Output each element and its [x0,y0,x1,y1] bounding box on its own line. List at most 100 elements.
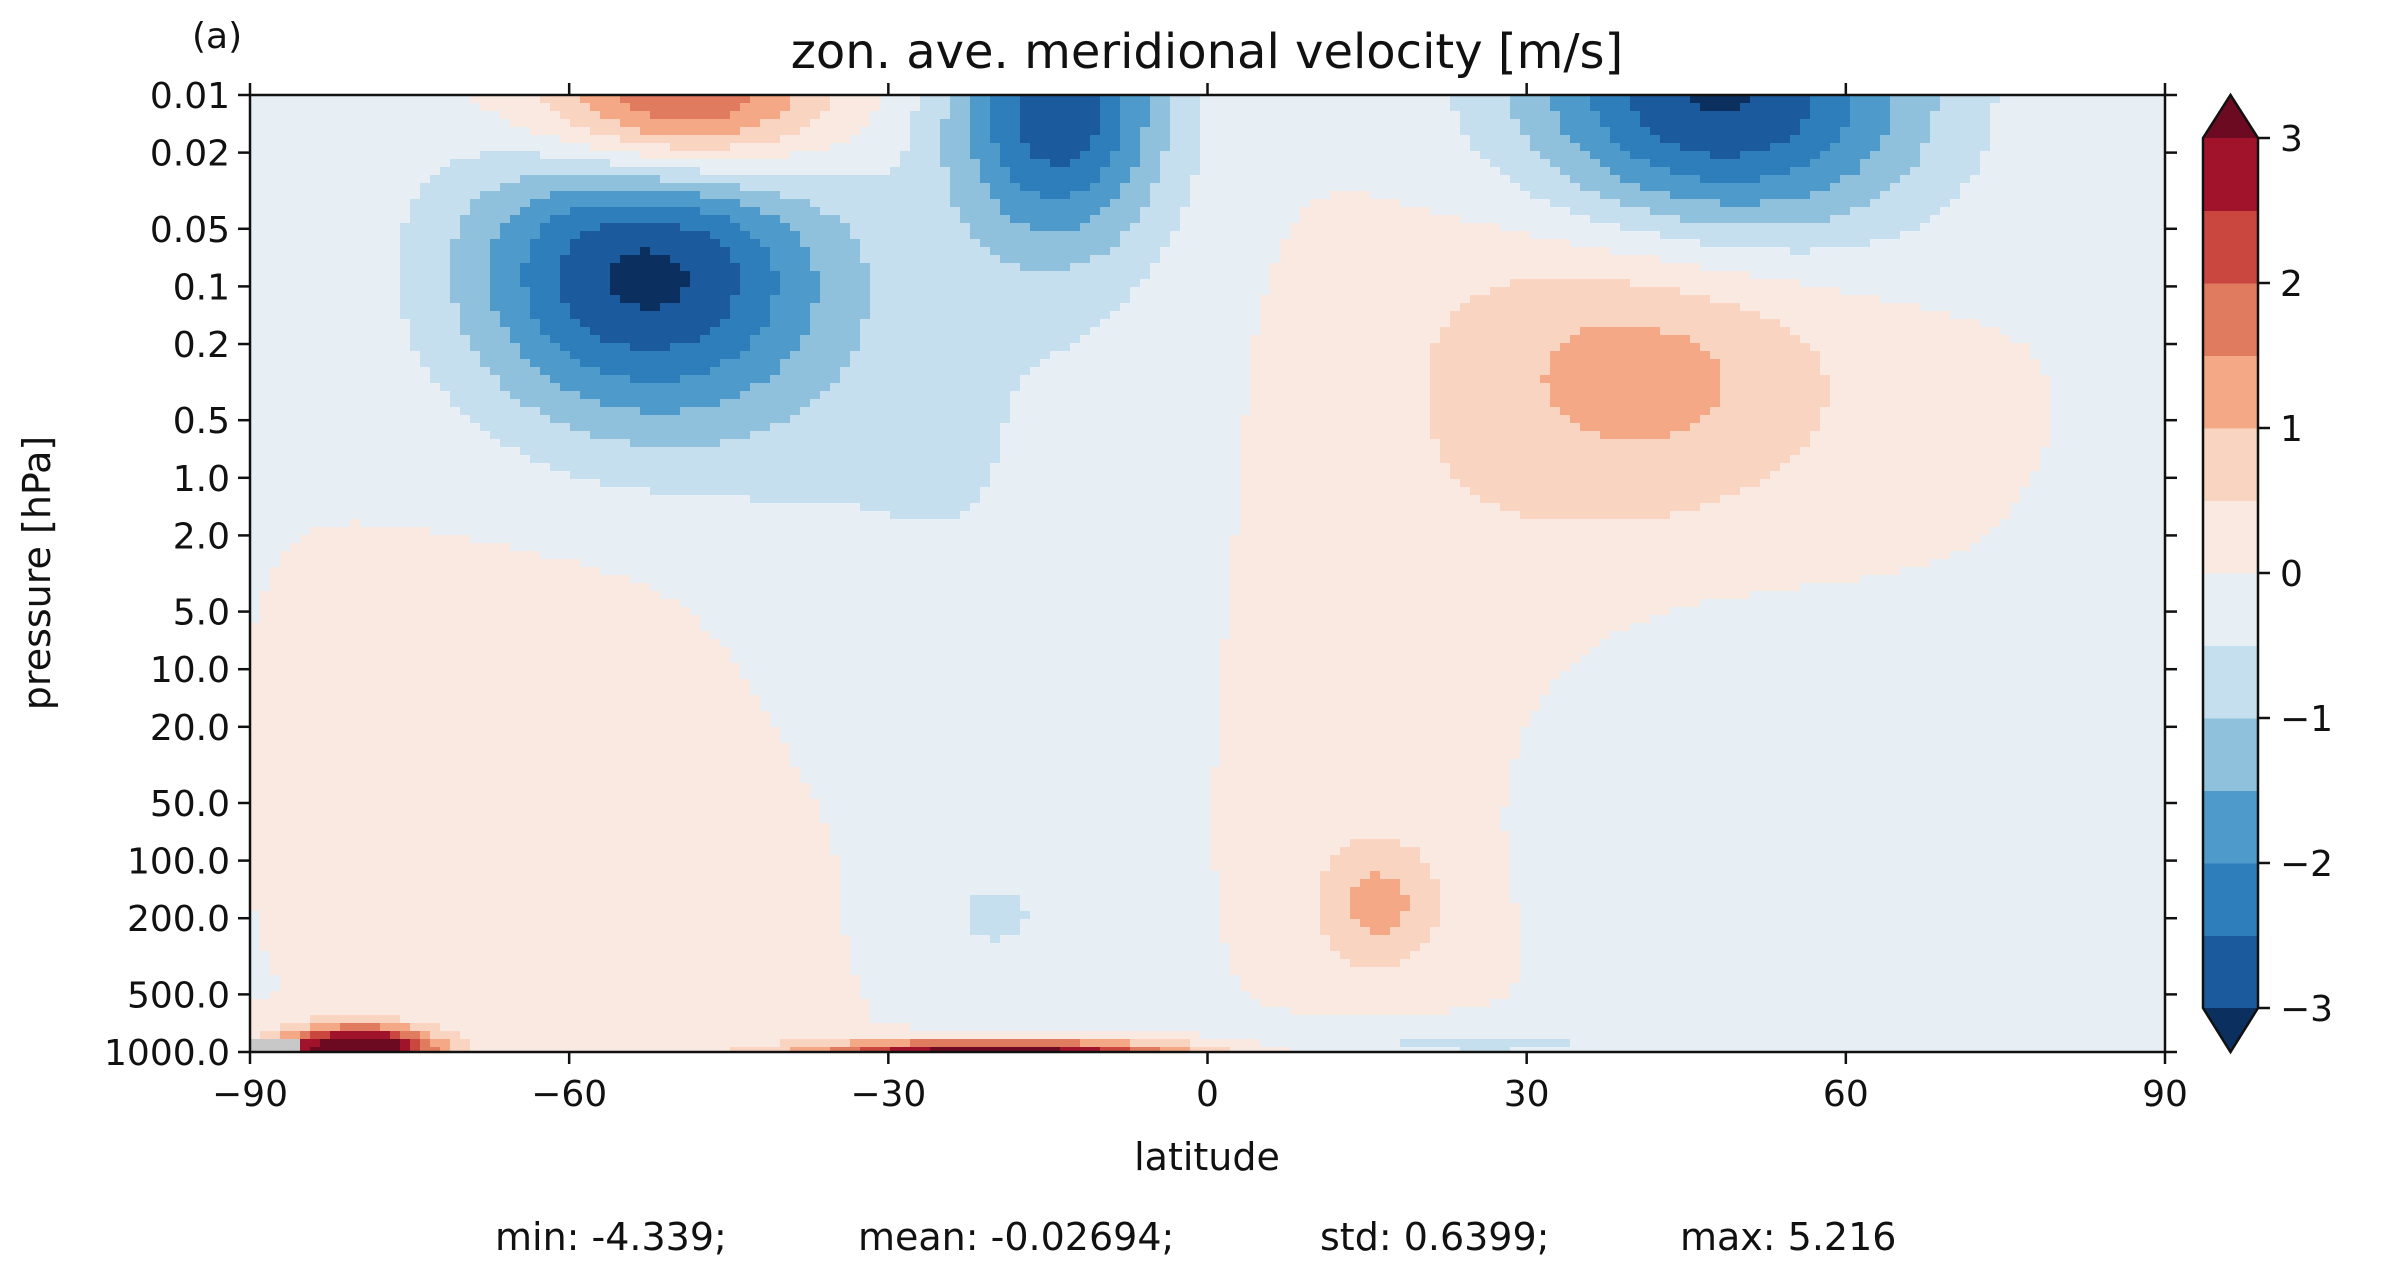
heatmap-cell [1580,263,1591,272]
heatmap-cell [810,247,821,256]
heatmap-cell [1680,151,1691,160]
heatmap-cell [540,95,551,104]
heatmap-cell [1050,255,1061,264]
heatmap-cell [1570,143,1581,152]
heatmap-cell [840,223,851,232]
heatmap-cell [1470,263,1481,272]
heatmap-cell [1330,159,1341,168]
heatmap-cell [1210,263,1221,272]
heatmap-cell [2040,191,2051,200]
heatmap-cell [820,231,831,240]
heatmap-cell [1570,191,1581,200]
heatmap-cell [370,271,381,280]
heatmap-cell [1310,183,1321,192]
heatmap-cell [2140,199,2151,208]
heatmap-cell [2120,167,2131,176]
heatmap-cell [270,231,281,240]
heatmap-cell [1890,223,1901,232]
heatmap-cell [660,151,671,160]
heatmap-cell [1180,263,1191,272]
heatmap-cell [1300,263,1311,272]
heatmap-cell [340,191,351,200]
heatmap-cell [2100,95,2111,104]
heatmap-cell [1450,167,1461,176]
heatmap-cell [900,255,911,264]
heatmap-cell [1950,167,1961,176]
heatmap-cell [1290,255,1301,264]
heatmap-cell [1310,279,1321,288]
heatmap-cell [1920,223,1931,232]
heatmap-cell [1740,231,1751,240]
heatmap-cell [680,127,691,136]
heatmap-cell [440,231,451,240]
heatmap-cell [1460,239,1471,248]
heatmap-cell [1730,247,1741,256]
heatmap-cell [1930,295,1941,304]
heatmap-cell [1290,207,1301,216]
heatmap-cell [2070,263,2081,272]
heatmap-cell [630,263,641,272]
heatmap-cell [650,135,661,144]
heatmap-cell [1090,183,1101,192]
heatmap-cell [870,135,881,144]
heatmap-cell [1610,167,1621,176]
heatmap-cell [960,167,971,176]
heatmap-cell [940,119,951,128]
heatmap-cell [750,191,761,200]
heatmap-cell [1310,247,1321,256]
heatmap-cell [1080,175,1091,184]
heatmap-cell [380,263,391,272]
heatmap-cell [880,223,891,232]
heatmap-cell [1310,111,1321,120]
heatmap-cell [2080,175,2091,184]
heatmap-cell [1980,231,1991,240]
heatmap-cell [460,295,471,304]
heatmap-cell [1960,279,1971,288]
heatmap-cell [1800,207,1811,216]
heatmap-cell [980,239,991,248]
heatmap-cell [1260,95,1271,104]
heatmap-cell [1120,231,1131,240]
heatmap-cell [1950,263,1961,272]
heatmap-cell [1530,127,1541,136]
heatmap-cell [250,295,261,304]
heatmap-cell [810,215,821,224]
heatmap-cell [2060,287,2071,296]
heatmap-cell [1160,279,1171,288]
heatmap-cell [1950,287,1961,296]
heatmap-cell [350,167,361,176]
heatmap-cell [1400,223,1411,232]
heatmap-cell [590,287,601,296]
heatmap-cell [1240,143,1251,152]
heatmap-cell [320,183,331,192]
heatmap-cell [1590,111,1601,120]
heatmap-cell [880,135,891,144]
heatmap-cell [1080,279,1091,288]
heatmap-cell [1000,199,1011,208]
heatmap-cell [1230,127,1241,136]
heatmap-cell [1730,223,1741,232]
heatmap-cell [670,183,681,192]
heatmap-cell [1260,119,1271,128]
heatmap-cell [1080,247,1091,256]
heatmap-cell [1480,263,1491,272]
heatmap-cell [1910,223,1921,232]
heatmap-cell [1410,255,1421,264]
heatmap-cell [1290,191,1301,200]
heatmap-cell [630,135,641,144]
heatmap-cell [1840,175,1851,184]
heatmap-cell [1230,223,1241,232]
heatmap-cell [630,159,641,168]
heatmap-cell [950,231,961,240]
heatmap-cell [250,247,261,256]
heatmap-cell [510,287,521,296]
heatmap-cell [920,295,931,304]
heatmap-cell [800,143,811,152]
heatmap-cell [1760,175,1771,184]
heatmap-cell [1850,143,1861,152]
heatmap-cell [1400,183,1411,192]
heatmap-cell [1540,287,1551,296]
heatmap-cell [1420,159,1431,168]
heatmap-cell [940,135,951,144]
heatmap-cell [1300,295,1311,304]
